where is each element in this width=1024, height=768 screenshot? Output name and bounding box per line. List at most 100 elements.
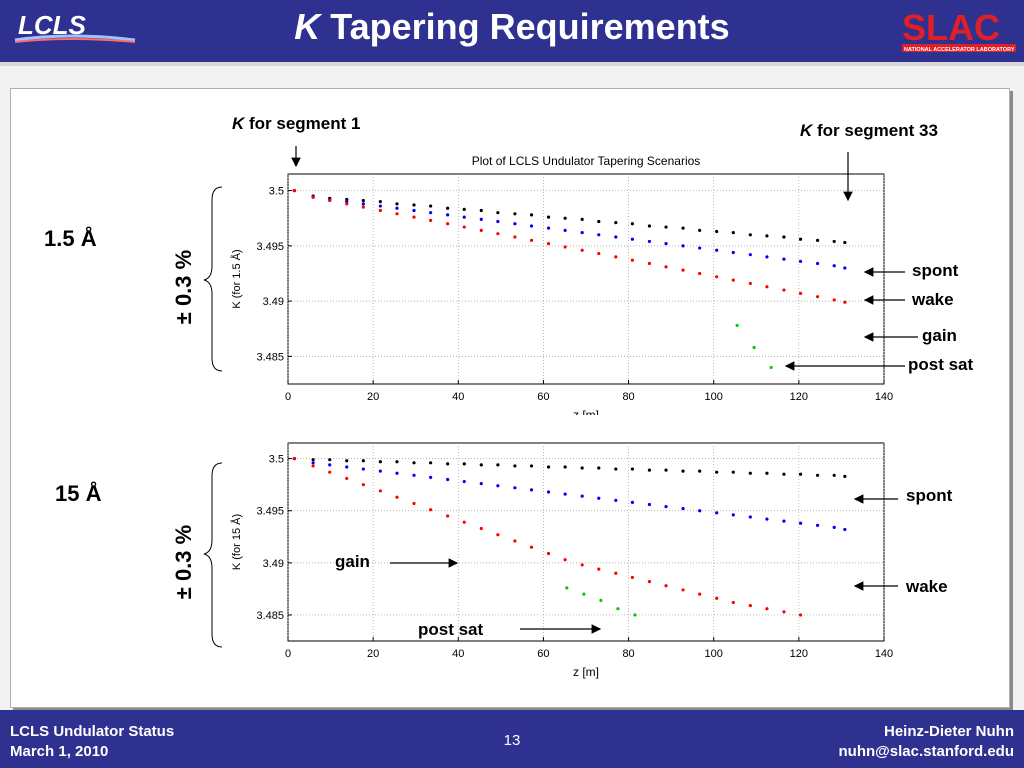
data-point-gain xyxy=(647,261,652,266)
data-point-gain xyxy=(311,195,315,199)
slide-footer: LCLS Undulator Status March 1, 2010 13 H… xyxy=(0,710,1024,768)
data-point-wake xyxy=(765,517,769,521)
data-point-spont xyxy=(630,222,635,226)
data-point-spont xyxy=(748,233,752,237)
data-point-gain xyxy=(546,242,551,246)
data-point-wake xyxy=(630,500,635,504)
data-point-spont xyxy=(462,462,466,466)
data-point-spont xyxy=(832,239,836,244)
data-point-spont xyxy=(664,468,668,472)
data-point-post-sat xyxy=(599,598,603,602)
data-point-spont xyxy=(698,228,702,232)
data-point-gain xyxy=(681,588,685,592)
data-point-gain xyxy=(664,265,668,269)
data-point-spont xyxy=(798,472,803,476)
data-point-spont xyxy=(412,461,416,465)
p2-spont-label: spont xyxy=(906,486,953,505)
tolerance-label-1: ± 0.3 % xyxy=(171,249,196,325)
p1-spont-label: spont xyxy=(912,261,959,280)
data-point-spont xyxy=(546,215,551,219)
data-point-spont xyxy=(765,234,769,238)
data-point-gain xyxy=(345,202,349,206)
page-number: 13 xyxy=(503,732,521,749)
x-tick-label: 80 xyxy=(622,391,634,403)
data-point-wake xyxy=(496,484,500,488)
data-point-gain xyxy=(446,514,450,518)
data-point-gain xyxy=(563,245,567,249)
data-point-wake xyxy=(446,213,450,217)
data-point-spont xyxy=(815,473,820,477)
plot-area xyxy=(287,442,885,642)
data-point-spont xyxy=(798,237,803,241)
data-point-wake xyxy=(647,239,652,244)
data-point-wake xyxy=(462,215,466,219)
data-point-gain xyxy=(429,508,433,512)
data-point-gain xyxy=(429,218,433,223)
y-tick-label: 3.485 xyxy=(256,351,284,363)
data-point-gain xyxy=(345,476,349,481)
p1-gain-label: gain xyxy=(922,326,957,345)
y-tick-label: 3.495 xyxy=(256,241,284,253)
data-point-spont xyxy=(843,474,847,478)
data-point-spont xyxy=(462,207,466,211)
x-tick-label: 60 xyxy=(537,648,549,660)
data-point-gain xyxy=(782,610,786,614)
data-point-gain xyxy=(378,208,382,213)
data-point-gain xyxy=(513,539,517,543)
data-point-wake xyxy=(843,527,847,532)
data-point-gain xyxy=(292,188,296,193)
data-point-gain xyxy=(832,298,836,302)
x-tick-label: 60 xyxy=(537,391,549,403)
title-rest: Tapering Requirements xyxy=(320,6,730,47)
data-point-wake xyxy=(513,222,517,226)
data-point-gain xyxy=(462,225,466,229)
p2-postsat-label: post sat xyxy=(418,620,484,639)
data-point-gain xyxy=(630,575,635,580)
x-axis-label: z [m] xyxy=(573,408,599,415)
data-point-spont xyxy=(832,473,836,477)
lcls-logo-text: LCLS xyxy=(18,10,87,40)
data-point-spont xyxy=(597,466,601,470)
title-k: K xyxy=(294,6,321,47)
data-point-gain xyxy=(479,526,483,531)
data-point-wake xyxy=(378,204,382,208)
data-point-spont xyxy=(782,472,786,476)
data-point-spont xyxy=(731,470,735,474)
data-point-gain xyxy=(412,215,416,219)
data-point-gain xyxy=(765,285,769,289)
data-point-spont xyxy=(378,460,382,464)
data-point-gain xyxy=(395,212,399,216)
data-point-spont xyxy=(395,460,399,464)
x-tick-label: 20 xyxy=(367,391,379,403)
data-point-spont xyxy=(681,226,685,230)
y-tick-label: 3.5 xyxy=(269,454,284,466)
data-point-wake xyxy=(580,230,584,235)
data-point-wake xyxy=(361,467,365,471)
data-point-wake xyxy=(412,208,416,213)
data-point-spont xyxy=(647,224,652,228)
data-point-gain xyxy=(698,271,702,276)
data-point-gain xyxy=(361,483,365,487)
data-point-wake xyxy=(412,473,416,477)
data-point-wake xyxy=(798,521,803,525)
brace-1 xyxy=(203,186,223,372)
data-point-gain xyxy=(328,470,332,474)
data-point-gain xyxy=(614,255,618,259)
data-point-spont xyxy=(546,465,551,469)
data-point-spont xyxy=(630,467,635,471)
data-point-wake xyxy=(798,259,803,263)
x-tick-label: 100 xyxy=(705,648,723,660)
data-point-spont xyxy=(815,238,820,242)
x-tick-label: 0 xyxy=(285,391,291,403)
data-point-spont xyxy=(614,221,618,225)
data-point-post-sat xyxy=(565,586,569,590)
data-point-wake xyxy=(782,519,786,523)
k-segment-33-label: K for segment 33 xyxy=(800,121,938,140)
y-axis-label: K (for 1.5 Å) xyxy=(230,249,243,308)
x-tick-label: 120 xyxy=(790,648,808,660)
slide-title: K Tapering Requirements xyxy=(0,6,1024,48)
data-point-wake xyxy=(479,482,483,486)
data-point-wake xyxy=(815,523,820,527)
data-point-spont xyxy=(412,203,416,207)
data-point-wake xyxy=(328,463,332,467)
